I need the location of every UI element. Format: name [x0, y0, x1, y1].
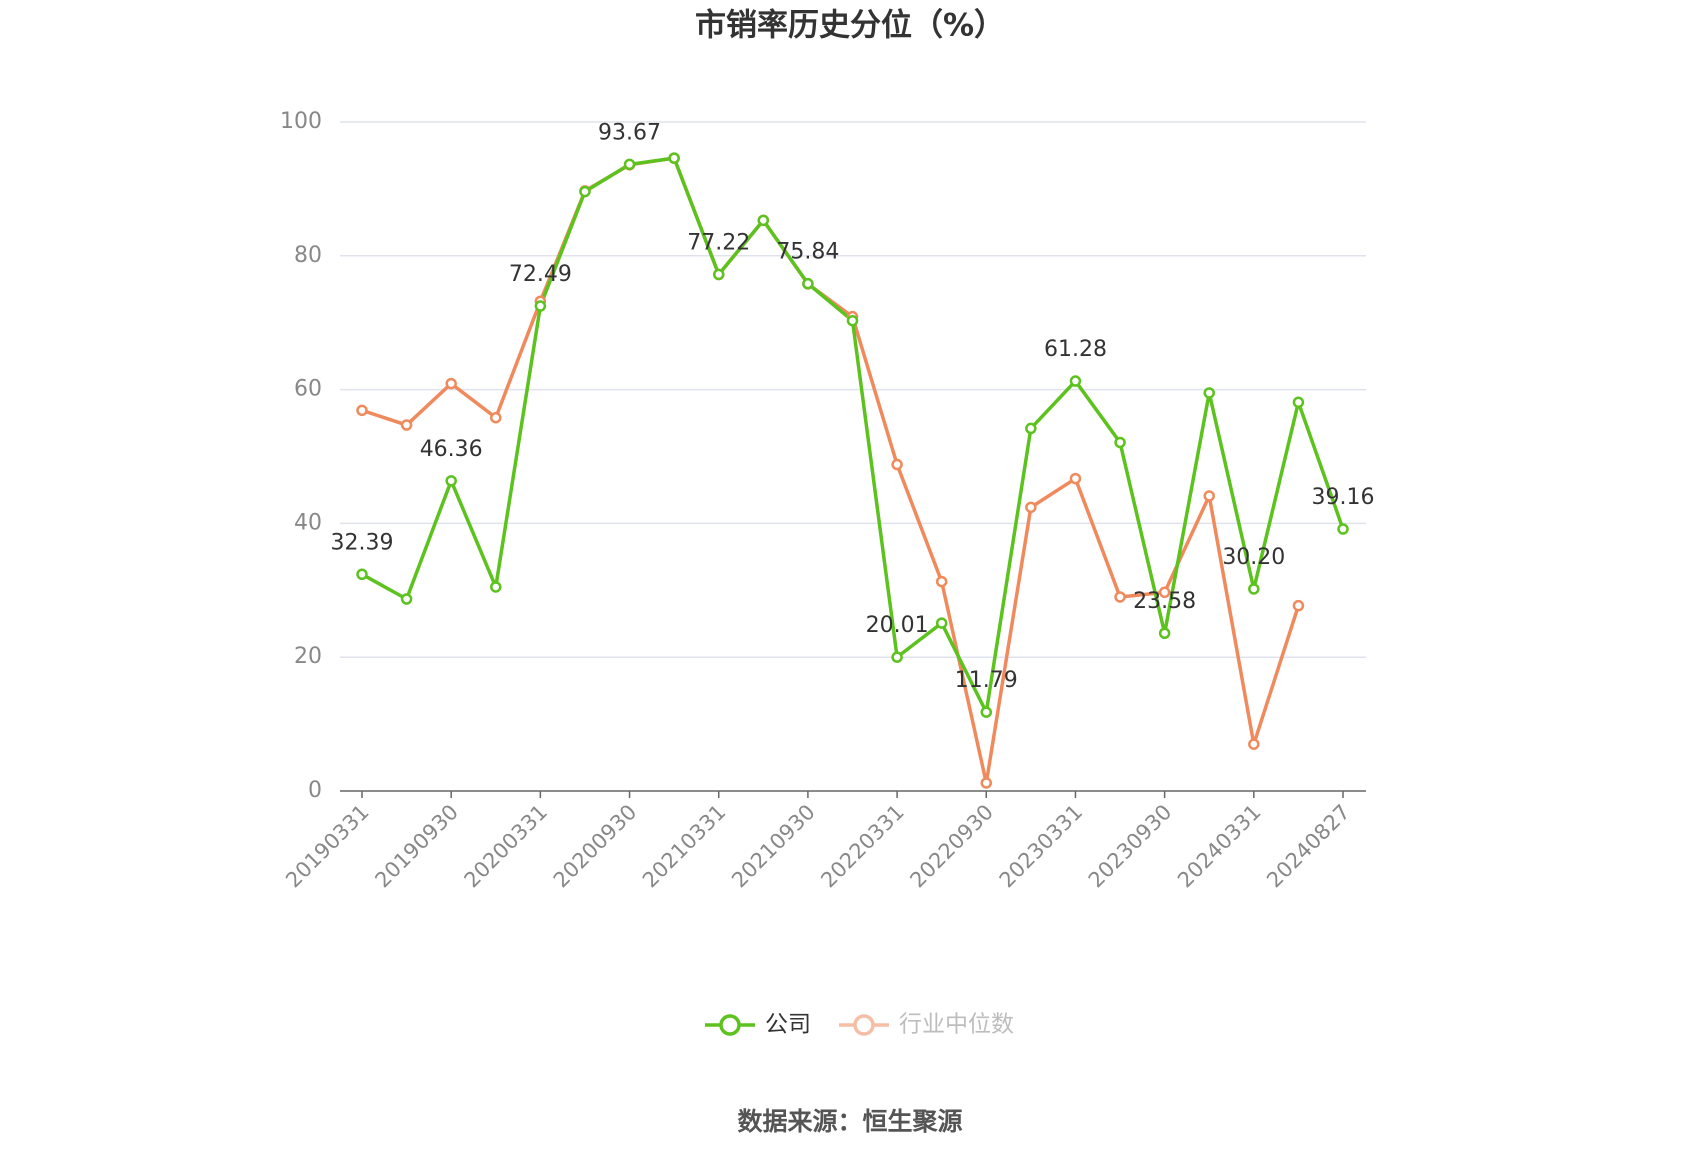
point	[802, 277, 814, 290]
point	[846, 314, 859, 327]
point	[445, 475, 457, 487]
point	[712, 268, 725, 281]
point	[1025, 422, 1037, 435]
x-tick-label: 20220930	[905, 800, 998, 893]
point	[534, 300, 547, 312]
y-tick-label: 100	[280, 109, 322, 134]
legend-label: 公司	[765, 1012, 811, 1038]
point	[1248, 583, 1260, 595]
legend-item: 行业中位数	[839, 1012, 1014, 1038]
x-tick-label: 20190930	[370, 800, 463, 893]
point	[445, 377, 457, 390]
legend-label: 行业中位数	[899, 1012, 1014, 1038]
point	[579, 185, 591, 198]
data-label: 77.22	[687, 230, 750, 255]
y-tick-label: 60	[294, 377, 322, 402]
point	[490, 411, 502, 424]
chart-title: 市销率历史分位（%）	[695, 8, 1005, 44]
point	[1292, 599, 1305, 612]
y-tick-label: 20	[294, 644, 322, 669]
point	[400, 593, 413, 605]
point	[980, 706, 993, 718]
point	[490, 581, 502, 593]
legend-marker	[853, 1014, 875, 1036]
data-label: 30.20	[1222, 545, 1285, 570]
data-label: 11.79	[955, 668, 1018, 693]
point	[757, 214, 770, 227]
data-label: 46.36	[420, 437, 483, 462]
x-tick-label: 20210331	[638, 800, 731, 893]
point	[1292, 396, 1305, 409]
point	[356, 568, 368, 581]
point	[1158, 627, 1171, 639]
point	[1337, 523, 1349, 535]
point	[891, 651, 903, 663]
data-label: 72.49	[509, 262, 572, 287]
source: 数据来源：恒生聚源	[737, 1107, 962, 1136]
point	[980, 777, 993, 789]
point	[623, 158, 636, 171]
x-tick-label: 20230331	[995, 800, 1088, 893]
point	[1069, 472, 1082, 485]
legend-item: 公司	[705, 1012, 811, 1038]
data-label: 32.39	[331, 530, 394, 555]
point	[356, 404, 368, 417]
x-tick-label: 20230930	[1084, 800, 1177, 893]
x-tick-label: 20240331	[1173, 800, 1266, 893]
data-label: 93.67	[598, 120, 661, 145]
point	[400, 419, 413, 431]
data-label: 20.01	[866, 613, 929, 638]
point	[1158, 586, 1171, 599]
data-label: 23.58	[1133, 589, 1196, 614]
point	[1248, 738, 1260, 750]
y-tick-label: 40	[294, 510, 322, 535]
series-line	[361, 156, 1345, 714]
point	[935, 617, 948, 629]
x-tick-label: 20220331	[816, 800, 909, 893]
point	[1203, 387, 1215, 399]
point	[1114, 436, 1126, 449]
point	[1203, 490, 1215, 502]
point	[668, 152, 680, 164]
data-label: 75.84	[776, 240, 839, 265]
x-tick-label: 20210930	[727, 800, 820, 893]
y-tick-label: 0	[308, 778, 322, 803]
point	[1069, 375, 1082, 387]
point	[891, 458, 903, 471]
x-tick-label: 20200331	[460, 800, 553, 893]
data-label: 61.28	[1044, 337, 1107, 362]
point	[935, 575, 948, 588]
x-tick-label: 20240827	[1262, 800, 1355, 893]
y-tick-label: 80	[294, 243, 322, 268]
x-tick-label: 20190331	[281, 800, 374, 893]
point	[1025, 501, 1037, 514]
x-tick-label: 20200930	[549, 800, 642, 893]
point	[1114, 591, 1126, 603]
legend-marker	[719, 1014, 741, 1036]
data-label: 39.16	[1312, 485, 1375, 510]
